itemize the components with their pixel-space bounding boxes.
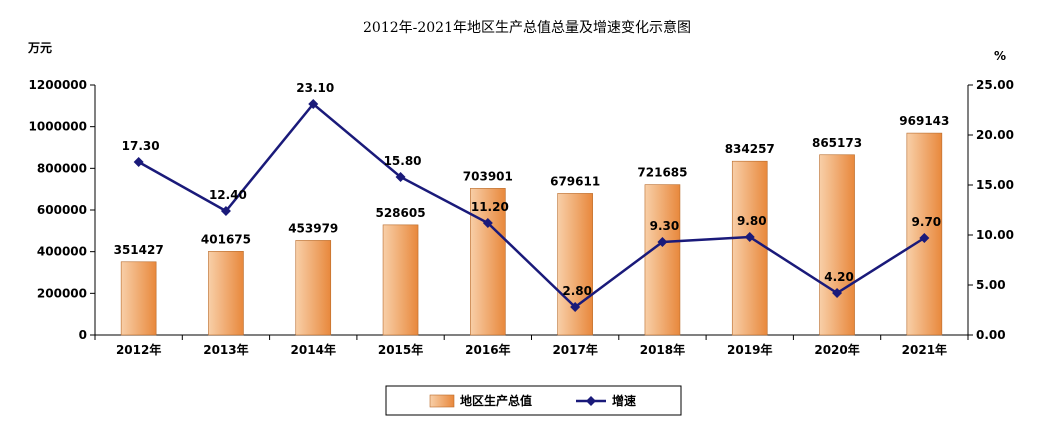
growth-point <box>570 302 581 312</box>
x-tick-label: 2015年 <box>378 342 423 357</box>
left-tick-label: 400000 <box>37 245 87 259</box>
bar-value-label: 679611 <box>550 174 600 188</box>
right-tick-label: 10.00 <box>976 228 1014 242</box>
legend-bar-swatch <box>429 394 455 408</box>
left-tick-label: 0 <box>79 328 87 342</box>
growth-value-label: 12.40 <box>209 188 247 202</box>
plot-area: 0 200000 400000 600000 800000 1000000 1200000 0… <box>29 78 1014 357</box>
x-tick-label: 2016年 <box>465 342 510 357</box>
left-tick-label: 1000000 <box>29 120 87 134</box>
left-tick-label: 200000 <box>37 286 87 300</box>
bar <box>557 193 593 336</box>
growth-point <box>744 232 755 242</box>
left-tick-label: 800000 <box>37 161 87 175</box>
legend: 地区生产总值 增速 <box>385 385 682 416</box>
growth-point <box>220 206 231 216</box>
growth-value-label: 11.20 <box>471 200 509 214</box>
growth-value-label: 17.30 <box>122 139 160 153</box>
left-tick-label: 1200000 <box>29 78 87 92</box>
chart-title: 2012年-2021年地区生产总值总量及增速变化示意图 <box>363 19 691 36</box>
bar-value-label: 721685 <box>637 166 687 180</box>
x-tick-label: 2018年 <box>640 342 685 357</box>
left-tick-label: 600000 <box>37 203 87 217</box>
right-tick-label: 0.00 <box>976 328 1006 342</box>
bar <box>644 184 681 336</box>
bar-value-label: 834257 <box>725 142 775 156</box>
right-axis-unit: % <box>994 49 1006 63</box>
growth-point <box>395 172 406 182</box>
right-tick-label: 5.00 <box>976 278 1006 292</box>
bar <box>382 224 419 336</box>
growth-point <box>133 157 144 167</box>
x-tick-label: 2019年 <box>727 342 772 357</box>
bar <box>295 240 332 336</box>
bar <box>470 188 506 336</box>
growth-point <box>832 288 843 298</box>
left-axis-unit: 万元 <box>27 41 52 55</box>
growth-value-label: 4.20 <box>824 270 854 284</box>
growth-point <box>482 218 493 228</box>
x-tick-label: 2017年 <box>552 342 597 357</box>
bar-value-label: 351427 <box>114 243 164 257</box>
bar <box>208 251 244 336</box>
growth-value-label: 23.10 <box>296 81 334 95</box>
x-tick-label: 2013年 <box>203 342 248 357</box>
x-tick-label: 2021年 <box>902 342 947 357</box>
growth-point <box>657 237 668 247</box>
legend-line-label: 增速 <box>612 393 636 408</box>
bar-value-label: 453979 <box>288 221 338 235</box>
growth-value-label: 9.80 <box>737 214 767 228</box>
bar-value-label: 528605 <box>375 206 425 220</box>
right-tick-label: 20.00 <box>976 128 1014 142</box>
growth-point <box>919 233 930 243</box>
bar <box>819 154 855 336</box>
x-tick-label: 2020年 <box>814 342 859 357</box>
bar-value-label: 865173 <box>812 136 862 150</box>
x-tick-label: 2014年 <box>291 342 336 357</box>
right-tick-label: 15.00 <box>976 178 1014 192</box>
growth-point <box>308 99 319 109</box>
bar-value-label: 401675 <box>201 232 251 246</box>
bar-value-label: 969143 <box>899 114 949 128</box>
bar-value-label: 703901 <box>463 169 513 183</box>
x-tick-label: 2012年 <box>116 342 161 357</box>
growth-line <box>138 102 926 309</box>
legend-line-marker <box>586 396 596 406</box>
legend-bar-label: 地区生产总值 <box>460 393 532 408</box>
right-tick-label: 25.00 <box>976 78 1014 92</box>
bar <box>120 261 157 336</box>
growth-value-label: 9.30 <box>650 219 680 233</box>
bar <box>731 160 768 336</box>
growth-value-label: 9.70 <box>912 215 942 229</box>
growth-value-label: 15.80 <box>384 154 422 168</box>
growth-value-label: 2.80 <box>562 284 592 298</box>
